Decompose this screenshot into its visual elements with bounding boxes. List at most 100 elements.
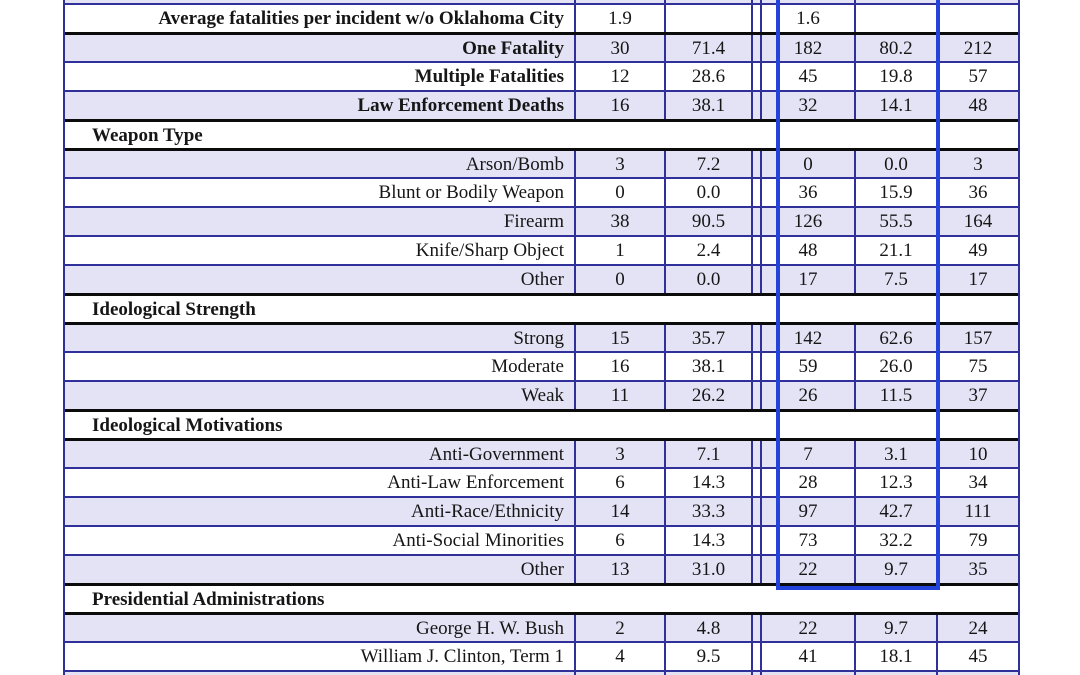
cell-value: 142 (793, 327, 823, 349)
cell-value: 97 (798, 501, 818, 522)
value-cell-total: 35 (938, 556, 1018, 583)
value-cell-n1: 2 (576, 615, 666, 641)
value-cell-pct1: 14.3 (666, 527, 753, 554)
value-cell-pct1 (666, 0, 753, 3)
cell-value: 55.5 (879, 211, 913, 232)
value-cell-n2: 0 (762, 151, 856, 177)
value-cell-n2: 97 (762, 498, 856, 525)
cell-value: 15 (610, 327, 630, 349)
value-cell-pct2 (856, 0, 938, 3)
value-cell-n2: 32 (762, 92, 856, 119)
spacer-cell (753, 382, 762, 409)
cell-value: 36 (968, 182, 988, 203)
row-label-cell: Anti-Social Minorities (65, 527, 576, 554)
row-label-cell: Law Enforcement Deaths (65, 92, 576, 119)
cell-value: 26 (798, 385, 818, 406)
value-cell-total: 10 (938, 441, 1018, 467)
row-label-cell: Weak (65, 382, 576, 409)
value-cell-pct2: 80.2 (856, 35, 938, 61)
cell-value: 75 (968, 356, 988, 377)
row-label: Multiple Fatalities (414, 66, 564, 87)
row-label-cell: Multiple Fatalities (65, 63, 576, 90)
section-header-row: Ideological Motivations (65, 409, 1018, 438)
value-cell-n2: 22 (762, 615, 856, 641)
value-cell-total: 45 (938, 643, 1018, 670)
value-cell-n2: 36 (762, 179, 856, 206)
value-cell-n2: 22 (762, 556, 856, 583)
cell-value: 90.5 (691, 211, 726, 232)
spacer-cell (753, 556, 762, 583)
cell-value: 26.0 (879, 356, 913, 377)
cell-value: 3 (615, 443, 625, 465)
spacer-cell (753, 441, 762, 467)
cell-value: 182 (793, 37, 823, 59)
value-cell-pct2 (856, 5, 938, 32)
value-cell-n1: 6 (576, 469, 666, 496)
value-cell-total: 79 (938, 527, 1018, 554)
section-title: Ideological Strength (92, 298, 256, 320)
value-cell-n2: 17 (762, 266, 856, 293)
table-row: Average fatalities per incident w/o Okla… (65, 3, 1018, 32)
row-label-cell: Arson/Bomb (65, 151, 576, 177)
value-cell-n2: 59 (762, 353, 856, 380)
value-cell-pct2: 11.5 (856, 382, 938, 409)
value-cell-pct2: 19.8 (856, 63, 938, 90)
value-cell-n1: 1 (576, 237, 666, 264)
cell-value: 35.7 (691, 327, 726, 349)
table-row: One Fatality 30 71.4 182 80.2 212 (65, 32, 1018, 61)
row-label: Anti-Social Minorities (392, 530, 564, 551)
value-cell-total (938, 0, 1018, 3)
value-cell-total: 34 (938, 469, 1018, 496)
cell-value: 80.2 (879, 37, 913, 59)
cell-value: 28 (798, 472, 818, 493)
cell-value: 57 (968, 66, 988, 87)
cell-value: 10 (968, 443, 988, 465)
row-label-cell: Anti-Law Enforcement (65, 469, 576, 496)
value-cell-n1: 6 (576, 527, 666, 554)
row-label: Anti-Race/Ethnicity (410, 501, 564, 522)
value-cell-n1: 12 (576, 63, 666, 90)
value-cell-total: 36 (938, 179, 1018, 206)
value-cell-n1: 16 (576, 353, 666, 380)
table-row: Law Enforcement Deaths 16 38.1 32 14.1 48 (65, 90, 1018, 119)
table-row: Moderate 16 38.1 59 26.0 75 (65, 351, 1018, 380)
section-title: Ideological Motivations (92, 414, 283, 436)
row-label: George H. W. Bush (416, 617, 564, 639)
cell-value: 7.2 (696, 153, 721, 175)
table-row: Strong 15 35.7 142 62.6 157 (65, 322, 1018, 351)
spacer-cell (753, 353, 762, 380)
table-row: Weak 11 26.2 26 11.5 37 (65, 380, 1018, 409)
value-cell-total: 164 (938, 208, 1018, 235)
cell-value: 71.4 (691, 37, 726, 59)
row-label-cell: One Fatality (65, 35, 576, 61)
value-cell-n1: 1.9 (576, 5, 666, 32)
value-cell-pct2: 18.1 (856, 643, 938, 670)
value-cell-n2: 28 (762, 469, 856, 496)
value-cell-pct1 (666, 5, 753, 32)
value-cell-n1: 30 (576, 35, 666, 61)
spacer-cell (753, 151, 762, 177)
cell-value: 7 (803, 443, 813, 465)
value-cell-pct1: 38.1 (666, 92, 753, 119)
cell-value: 73 (798, 530, 818, 551)
cell-value: 4 (615, 646, 625, 667)
cell-value: 6 (615, 530, 625, 551)
cell-value: 15.9 (879, 182, 913, 203)
cell-value: 111 (964, 501, 992, 522)
value-cell-n2: 26 (762, 382, 856, 409)
row-label-cell: Knife/Sharp Object (65, 237, 576, 264)
value-cell-pct2 (856, 672, 938, 675)
value-cell-total: 75 (938, 353, 1018, 380)
row-label: Knife/Sharp Object (415, 240, 564, 261)
value-cell-pct1 (666, 672, 753, 675)
spacer-cell (753, 325, 762, 351)
value-cell-total: 57 (938, 63, 1018, 90)
cell-value: 13 (610, 559, 630, 580)
value-cell-pct1: 7.1 (666, 441, 753, 467)
value-cell-n1: 3 (576, 441, 666, 467)
cell-value: 62.6 (879, 327, 913, 349)
value-cell-n2: 126 (762, 208, 856, 235)
cell-value: 41 (798, 646, 818, 667)
cell-value: 0.0 (696, 182, 721, 203)
